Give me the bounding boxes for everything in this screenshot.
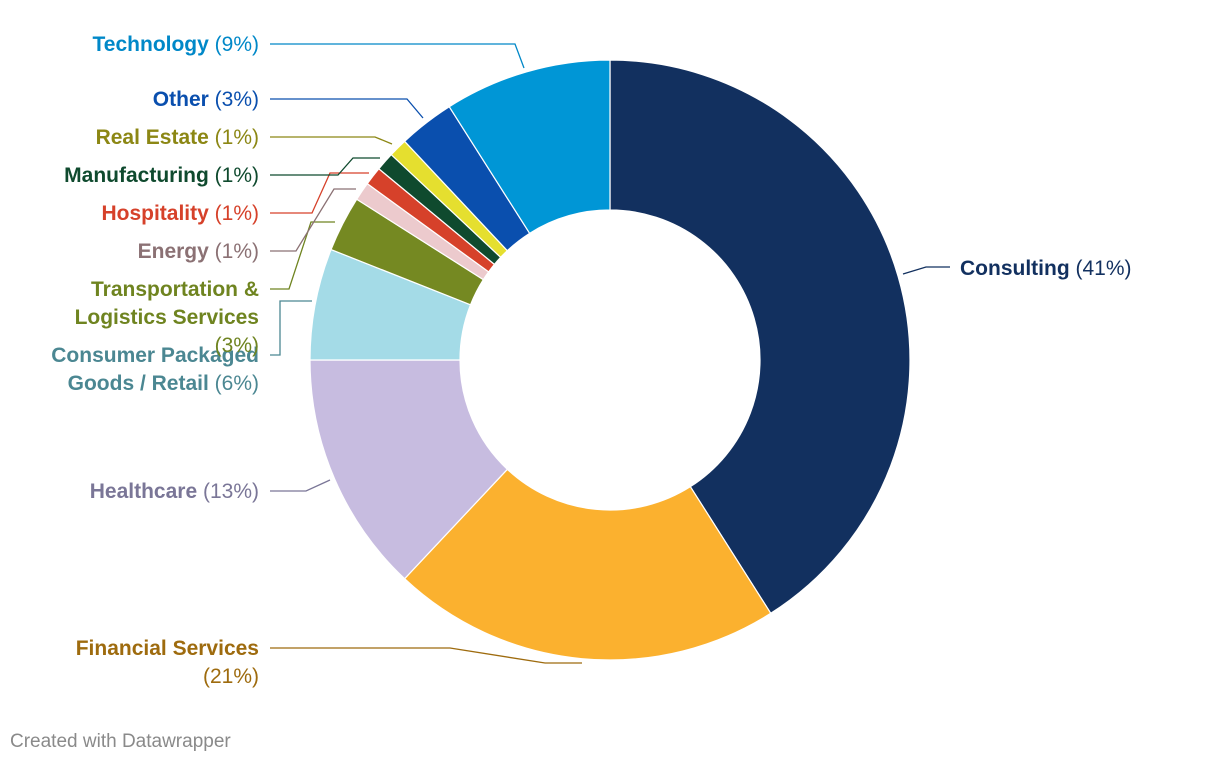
leader-line-hospitality bbox=[270, 172, 369, 214]
label-financial-services: Financial Services (21%) bbox=[76, 637, 259, 688]
leader-line-transportation-logistics-services bbox=[270, 221, 335, 290]
slice-financial-services[interactable] bbox=[403, 468, 772, 661]
label-name: Hospitality bbox=[101, 202, 209, 225]
label-name: Real Estate bbox=[96, 126, 209, 149]
leader-line-consumer-packaged-goods-retail bbox=[270, 300, 312, 356]
label-name: Consulting bbox=[960, 257, 1070, 280]
label-name: Healthcare bbox=[90, 480, 197, 503]
label-hospitality: Hospitality (1%) bbox=[101, 202, 259, 225]
donut-slices bbox=[309, 59, 911, 661]
label-name: Transportation & bbox=[91, 278, 259, 301]
label-percent: (1%) bbox=[209, 240, 259, 263]
label-transportation-logistics-services: Transportation & Logistics Services (3%) bbox=[75, 278, 259, 357]
leader-line-real-estate bbox=[270, 136, 393, 145]
label-name: Goods / Retail bbox=[68, 372, 209, 395]
label-technology: Technology (9%) bbox=[93, 33, 259, 56]
slice-consulting[interactable] bbox=[609, 59, 911, 615]
label-percent: (1%) bbox=[209, 126, 259, 149]
label-percent: (13%) bbox=[197, 480, 259, 503]
label-percent: (1%) bbox=[209, 164, 259, 187]
label-name: Consumer Packaged bbox=[51, 344, 259, 367]
leader-lines bbox=[270, 43, 950, 664]
label-percent: (9%) bbox=[209, 33, 259, 56]
leader-line-healthcare bbox=[270, 479, 331, 492]
label-healthcare: Healthcare (13%) bbox=[90, 480, 259, 503]
leader-line-energy bbox=[270, 188, 356, 252]
leader-line-manufacturing bbox=[270, 157, 380, 176]
label-name: Manufacturing bbox=[64, 164, 209, 187]
label-consulting: Consulting (41%) bbox=[960, 257, 1132, 280]
credit-text: Created with Datawrapper bbox=[10, 731, 231, 752]
label-name: Financial Services bbox=[76, 637, 259, 660]
leader-line-consulting bbox=[902, 266, 950, 275]
label-name: Other bbox=[153, 88, 209, 111]
label-name: Energy bbox=[138, 240, 210, 263]
label-real-estate: Real Estate (1%) bbox=[96, 126, 259, 149]
label-other: Other (3%) bbox=[153, 88, 259, 111]
label-percent: (41%) bbox=[1070, 257, 1132, 280]
leader-line-financial-services bbox=[270, 647, 582, 664]
label-percent: (3%) bbox=[209, 88, 259, 111]
label-percent: (1%) bbox=[209, 202, 259, 225]
label-percent: (3%) bbox=[215, 334, 259, 357]
label-manufacturing: Manufacturing (1%) bbox=[64, 164, 259, 187]
label-name: Logistics Services bbox=[75, 306, 259, 329]
label-name: Technology bbox=[93, 33, 210, 56]
label-percent: (21%) bbox=[203, 665, 259, 688]
label-energy: Energy (1%) bbox=[138, 240, 259, 263]
label-consumer-packaged-goods-retail: Consumer Packaged Goods / Retail (6%) bbox=[51, 344, 259, 395]
label-percent: (6%) bbox=[209, 372, 259, 395]
leader-line-other bbox=[270, 98, 424, 119]
leader-line-technology bbox=[270, 43, 525, 69]
slice-labels: Consulting (41%) Financial Services (21%) H… bbox=[51, 33, 1131, 688]
slice-technology[interactable] bbox=[448, 59, 611, 235]
